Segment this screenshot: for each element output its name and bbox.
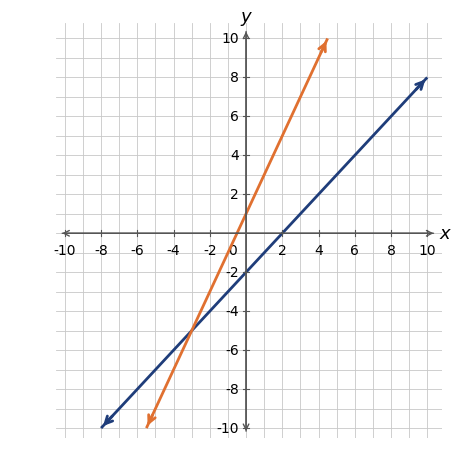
Text: -4: -4 (167, 244, 180, 258)
Text: 10: 10 (418, 244, 436, 258)
Text: -10: -10 (53, 244, 76, 258)
Text: -8: -8 (94, 244, 108, 258)
Text: 0: 0 (228, 244, 237, 258)
Text: 6: 6 (230, 110, 239, 124)
Text: 6: 6 (350, 244, 359, 258)
Text: -4: -4 (225, 305, 239, 318)
Text: 8: 8 (386, 244, 395, 258)
Text: 2: 2 (278, 244, 286, 258)
Text: 4: 4 (230, 149, 239, 163)
Text: -10: -10 (216, 421, 239, 435)
Text: 2: 2 (230, 188, 239, 202)
Text: x: x (440, 225, 451, 243)
Text: 4: 4 (314, 244, 323, 258)
Text: 10: 10 (221, 32, 239, 46)
Text: y: y (241, 8, 252, 26)
Text: 8: 8 (230, 71, 239, 85)
Text: -2: -2 (225, 266, 239, 279)
Text: -8: -8 (225, 382, 239, 397)
Text: -6: -6 (131, 244, 144, 258)
Text: -6: -6 (225, 344, 239, 357)
Text: -2: -2 (203, 244, 217, 258)
